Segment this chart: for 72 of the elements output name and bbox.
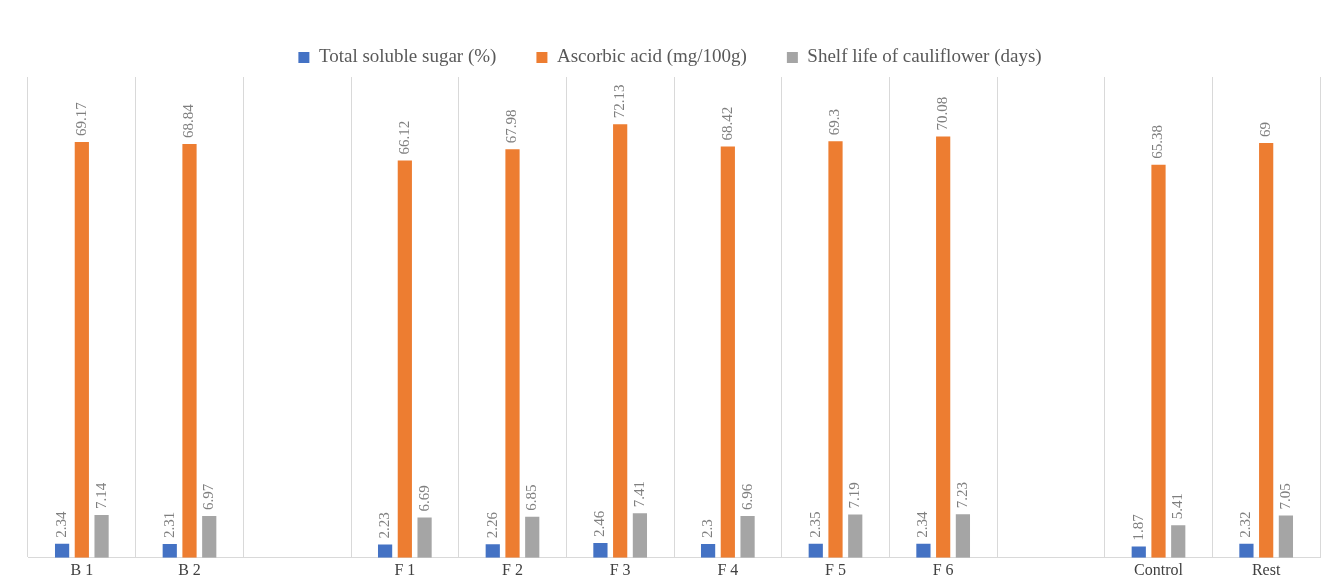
data-label: 2.46	[591, 510, 608, 538]
data-label: 68.84	[180, 103, 197, 139]
data-label: 2.26	[483, 511, 500, 539]
bar	[417, 517, 432, 558]
bar	[916, 543, 931, 558]
bar	[613, 124, 628, 558]
bar	[936, 136, 951, 558]
data-label: 7.19	[846, 482, 863, 509]
bar	[397, 160, 412, 558]
x-tick-label: F 2	[502, 560, 523, 578]
bar	[505, 149, 520, 558]
data-label: 2.34	[53, 510, 70, 538]
x-tick-label: Control	[1134, 560, 1184, 578]
x-tick-label: F 5	[825, 560, 846, 578]
x-tick-label: B 2	[178, 560, 201, 578]
data-label: 66.12	[395, 120, 412, 155]
data-label: 72.13	[611, 84, 628, 119]
x-tick-label: F 1	[394, 560, 416, 578]
bar	[1171, 525, 1186, 558]
data-label: 1.87	[1129, 513, 1146, 541]
bar	[1151, 164, 1166, 558]
data-label: 7.05	[1276, 483, 1293, 510]
bar	[377, 544, 393, 558]
data-label: 2.3	[699, 519, 716, 538]
bar	[162, 543, 177, 558]
bar	[525, 516, 540, 558]
bar	[955, 514, 971, 558]
bar	[94, 514, 109, 558]
bar	[1259, 143, 1274, 558]
data-label: 7.23	[953, 482, 970, 509]
data-label: 70.08	[934, 96, 951, 131]
data-label: 2.32	[1237, 511, 1254, 538]
bar	[1278, 515, 1294, 558]
data-label: 6.97	[200, 483, 217, 510]
bar	[808, 543, 823, 558]
data-label: 65.38	[1149, 125, 1166, 159]
data-label: 69.3	[826, 109, 843, 136]
bar	[54, 543, 70, 558]
bar	[720, 146, 735, 558]
x-tick-label: F 6	[932, 560, 954, 578]
data-label: 5.41	[1169, 493, 1186, 520]
x-tick-label: F 4	[717, 560, 739, 578]
data-label: 69.17	[72, 101, 89, 137]
data-label: 2.34	[914, 510, 931, 538]
bar	[828, 141, 843, 558]
data-label: 7.41	[630, 481, 647, 508]
data-label: 6.96	[738, 483, 755, 510]
bar	[848, 514, 863, 558]
data-label: 6.69	[415, 485, 432, 512]
legend-label: Ascorbic acid (mg/100g)	[556, 45, 747, 68]
x-tick-label: Rest	[1251, 560, 1281, 578]
legend-label: Shelf life of cauliflower (days)	[807, 45, 1042, 68]
data-label: 67.98	[503, 109, 520, 144]
x-tick-label: B 1	[70, 560, 94, 578]
legend-label: Total soluble sugar (%)	[318, 45, 497, 68]
data-label: 2.31	[160, 511, 177, 538]
data-label: 68.42	[718, 106, 735, 141]
data-label: 6.85	[523, 484, 540, 511]
x-tick-label: F 3	[609, 560, 631, 578]
bar	[202, 515, 217, 558]
bar	[485, 544, 500, 558]
bar	[740, 515, 755, 558]
bar	[632, 513, 648, 558]
bar	[593, 543, 608, 558]
bar	[1239, 543, 1254, 558]
bar	[182, 144, 197, 558]
data-label: 2.35	[806, 511, 823, 538]
data-label: 7.14	[92, 482, 109, 509]
bar	[700, 543, 716, 558]
bar	[74, 142, 89, 558]
data-label: 2.23	[376, 512, 393, 539]
data-label: 69	[1257, 122, 1274, 138]
